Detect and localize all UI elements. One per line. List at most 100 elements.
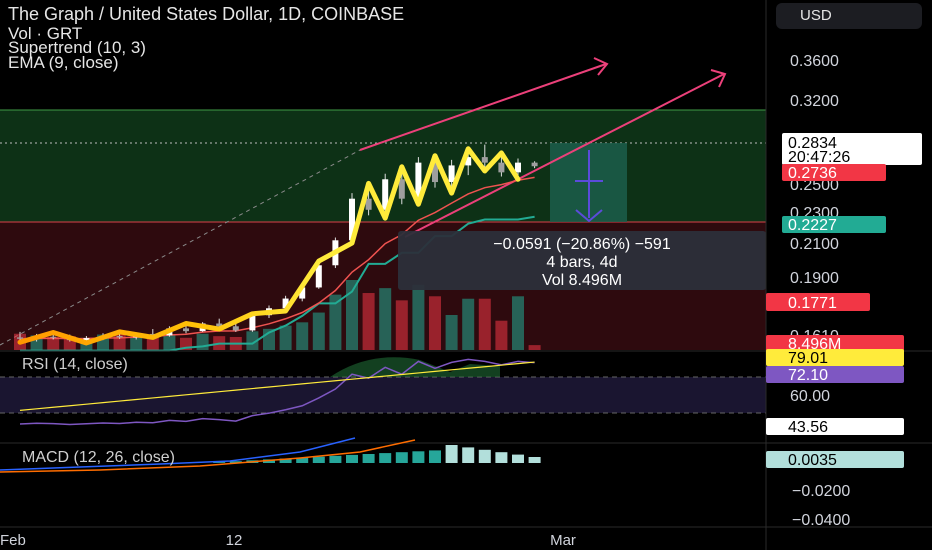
price-tick: 0.3200 xyxy=(790,93,839,110)
candle-body xyxy=(349,198,355,241)
channel-upper-arrowhead xyxy=(593,57,609,76)
time-label-12: 12 xyxy=(226,532,243,549)
macd-hist-bar xyxy=(346,454,358,463)
macd-hist-bar xyxy=(229,461,242,463)
macd-tick: −0.0200 xyxy=(792,483,850,500)
candle-body xyxy=(465,157,472,166)
volume-badge-bg xyxy=(766,335,904,352)
rsi-badge: 72.10 xyxy=(788,367,828,384)
rsi-level-badge: 43.56 xyxy=(788,419,828,436)
volume-bar xyxy=(478,298,491,350)
volume-bar xyxy=(296,322,309,350)
volume-bar xyxy=(329,294,342,350)
measure-tooltip-line3: Vol 8.496M xyxy=(542,272,622,289)
volume-bar xyxy=(528,345,541,350)
volume-bar xyxy=(512,296,524,350)
candle-body xyxy=(531,162,538,167)
price-tick: 0.2500 xyxy=(790,177,839,194)
macd-hist-bar xyxy=(429,450,441,463)
candle-body xyxy=(149,333,156,336)
rsi-ma-line xyxy=(19,361,535,411)
macd-tick: −0.0400 xyxy=(792,512,850,529)
candle-body xyxy=(232,326,239,331)
candle-body xyxy=(365,198,372,210)
rsi-band xyxy=(0,377,766,413)
supertrend-legend[interactable]: Supertrend (10, 3) xyxy=(8,38,146,57)
currency-button[interactable]: USD xyxy=(776,3,922,29)
volume-bar xyxy=(495,320,508,350)
volume-bar xyxy=(429,296,441,350)
last-price-badge: 0.2834 xyxy=(788,135,837,152)
volume-bar xyxy=(462,298,475,350)
volume-badge: 8.496M xyxy=(788,336,841,353)
rsi-ma-badge: 79.01 xyxy=(788,350,828,367)
volume-bar xyxy=(279,325,292,350)
candle-body xyxy=(17,337,23,339)
volume-bar xyxy=(346,280,358,350)
macd-hist-bar xyxy=(395,452,408,463)
candle-body xyxy=(183,328,189,332)
candle-body xyxy=(448,165,455,183)
macd-hist-bar xyxy=(379,453,392,463)
candle-body xyxy=(481,157,488,163)
volume-bar xyxy=(163,335,176,350)
channel-lower-line xyxy=(404,73,725,238)
time-label-feb: Feb xyxy=(0,532,26,549)
candle-body xyxy=(415,162,422,199)
candle-body xyxy=(83,338,90,341)
price-tick: 0.1900 xyxy=(790,270,839,287)
last-price-badge-bg xyxy=(782,133,922,165)
candle-body xyxy=(498,162,505,173)
channel-lower-arrowhead xyxy=(710,69,727,88)
candle-body xyxy=(398,179,405,199)
macd-hist-bar xyxy=(296,457,309,463)
volume-bars xyxy=(14,280,541,350)
macd-line xyxy=(0,437,356,471)
ema-badge-bg xyxy=(782,164,886,181)
macd-hist-bar xyxy=(312,456,325,463)
volume-bar xyxy=(130,336,143,350)
ema-legend[interactable]: EMA (9, close) xyxy=(8,53,119,72)
volume-bar xyxy=(445,315,458,350)
countdown-timer: 20:47:26 xyxy=(788,149,850,166)
candle-body xyxy=(282,298,289,309)
candle-body xyxy=(382,179,389,210)
measure-tooltip-bg xyxy=(398,231,766,290)
rsi-level-badge-bg xyxy=(766,418,904,435)
candle-body xyxy=(116,336,123,338)
macd-hist-bar xyxy=(412,451,425,463)
macd-hist-bar xyxy=(213,462,226,463)
volume-bar xyxy=(362,293,375,350)
measure-tooltip-line1: −0.0591 (−20.86%) −591 xyxy=(493,236,671,253)
macd-badge-bg xyxy=(766,451,904,468)
macd-hist-bar xyxy=(362,454,375,463)
candle-body xyxy=(50,336,57,338)
volume-legend[interactable]: Vol · GRT xyxy=(8,24,83,43)
channel-upper-line xyxy=(359,63,607,151)
support-badge-bg xyxy=(766,293,870,311)
macd-hist-bar xyxy=(512,454,524,463)
supertrend-badge: 0.2227 xyxy=(788,217,837,234)
zigzag-path xyxy=(17,146,521,346)
volume-bar xyxy=(146,336,159,350)
macd-signal-line xyxy=(0,439,416,473)
rsi-badge-bg xyxy=(766,366,904,383)
candle-body xyxy=(216,323,223,327)
price-tick: 0.3600 xyxy=(790,53,839,70)
chart-title: The Graph / United States Dollar, 1D, CO… xyxy=(8,4,405,24)
candle-body xyxy=(515,162,521,173)
macd-hist-bar xyxy=(445,445,458,463)
price-tick: 0.2100 xyxy=(790,236,839,253)
volume-bar xyxy=(30,335,43,350)
macd-hist-bar xyxy=(528,457,541,463)
macd-legend[interactable]: MACD (12, 26, close) xyxy=(22,449,175,466)
volume-bar xyxy=(47,336,60,350)
macd-hist-bar xyxy=(329,455,342,463)
measure-tooltip-line2: 4 bars, 4d xyxy=(546,254,617,271)
macd-hist-bar xyxy=(279,458,292,463)
rsi-legend[interactable]: RSI (14, close) xyxy=(22,356,128,373)
candle-body xyxy=(249,315,256,331)
candle-body xyxy=(299,287,306,299)
volume-bar xyxy=(312,312,325,350)
